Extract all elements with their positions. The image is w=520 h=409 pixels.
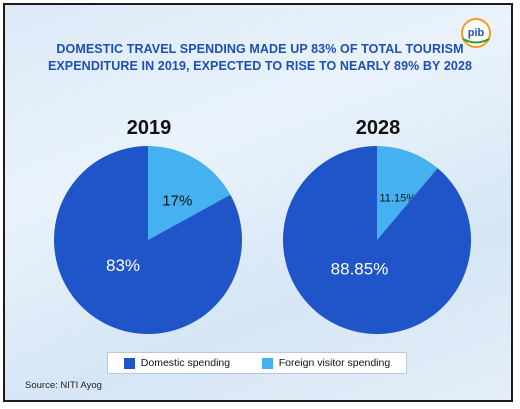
year-2028-label: 2028 [355, 117, 401, 139]
legend-label-domestic: Domestic spending [140, 357, 231, 369]
legend-swatch-foreign [261, 357, 273, 369]
pib-logo: pib [461, 18, 491, 48]
legend-item-domestic: Domestic spending [123, 357, 231, 369]
title-line-2: EXPENDITURE IN 2019, EXPECTED TO RISE TO… [47, 59, 473, 73]
year-2019-label: 2019 [126, 117, 172, 139]
pie-2028-label-foreign: 11.15% [379, 192, 416, 204]
pie-2019-slice-domestic [54, 146, 243, 334]
legend-swatch-domestic [123, 357, 135, 369]
pie-2019-slice-foreign [148, 146, 231, 240]
source-note: Source: NITI Ayog [25, 380, 102, 391]
svg-text:pib: pib [468, 27, 485, 39]
legend-label-foreign: Foreign visitor spending [278, 357, 391, 369]
pie-2028-slice-foreign [377, 146, 438, 240]
legend-item-foreign: Foreign visitor spending [261, 357, 391, 369]
title-line-1: DOMESTIC TRAVEL SPENDING MADE UP 83% OF … [56, 42, 464, 56]
pie-2019-label-foreign: 17% [162, 192, 192, 209]
legend: Domestic spending Foreign visitor spendi… [107, 352, 407, 374]
pie-2028-label-domestic: 88.85% [331, 259, 389, 278]
pie-2019-label-domestic: 83% [106, 256, 140, 275]
pie-2028-slice-domestic [282, 146, 472, 334]
chart-title: DOMESTIC TRAVEL SPENDING MADE UP 83% OF … [45, 41, 475, 75]
